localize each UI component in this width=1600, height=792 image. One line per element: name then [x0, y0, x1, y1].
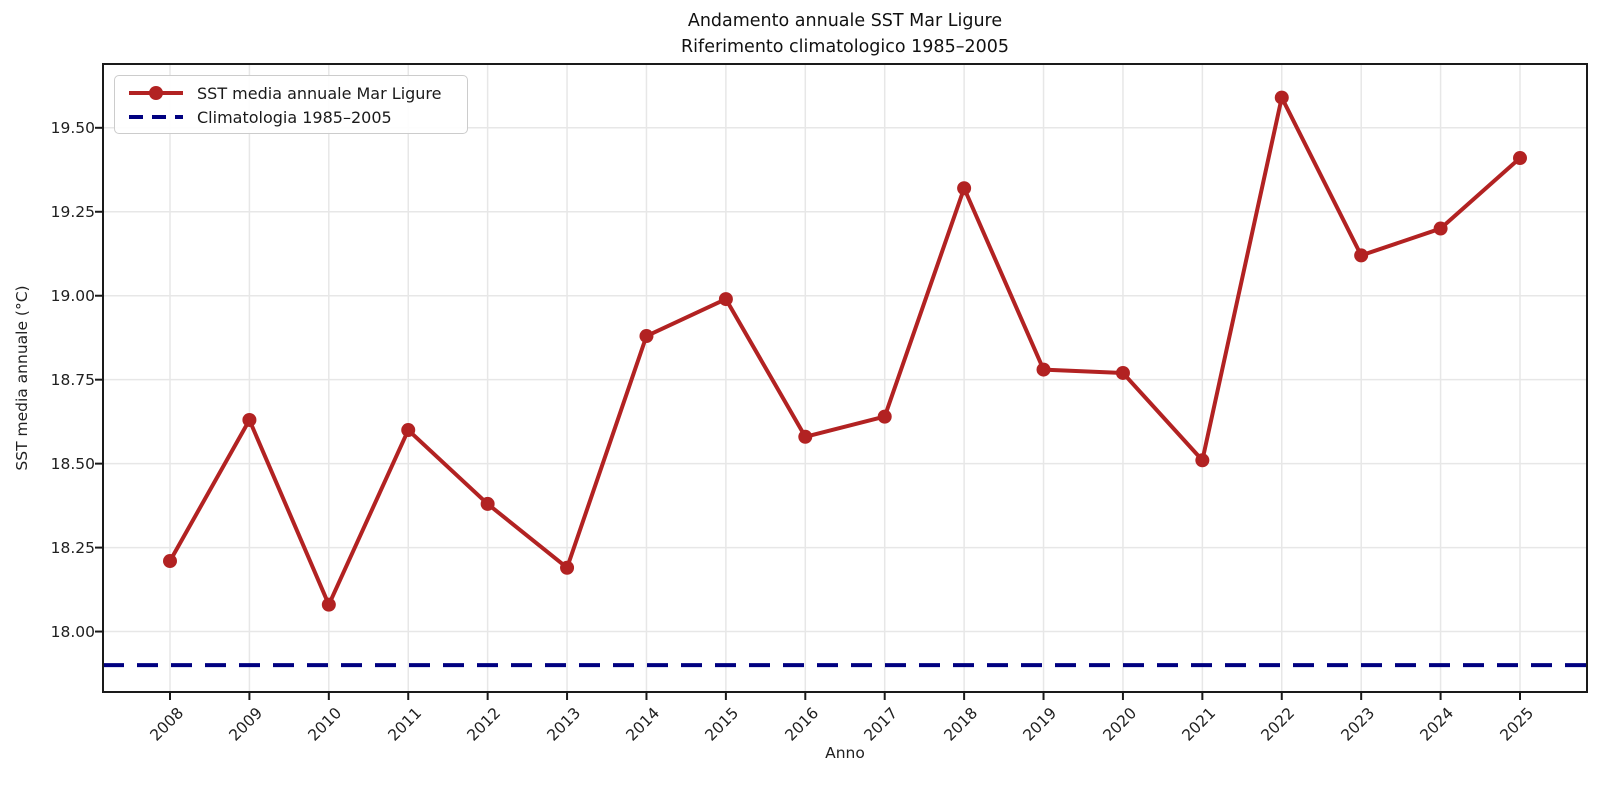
y-tick-label: 19.50	[50, 118, 95, 137]
y-tick-label: 18.25	[50, 538, 95, 557]
data-point-2011	[401, 423, 416, 438]
data-point-2008	[163, 554, 177, 569]
y-tick-label: 19.00	[50, 286, 95, 305]
legend-dashed-swatch	[129, 115, 183, 119]
legend-item-climatology: Climatologia 1985–2005	[127, 105, 457, 129]
x-axis-label: Anno	[825, 744, 865, 762]
data-point-2021	[1195, 453, 1210, 468]
data-point-2023	[1354, 248, 1369, 263]
y-tick-label: 18.00	[50, 622, 95, 641]
legend-line-marker-swatch	[129, 86, 183, 100]
legend: SST media annuale Mar Ligure Climatologi…	[114, 75, 468, 134]
data-point-2010	[321, 597, 336, 612]
data-point-2016	[798, 429, 813, 444]
legend-item-sst: SST media annuale Mar Ligure	[127, 81, 457, 105]
data-point-2018	[957, 181, 972, 196]
data-point-2025	[1513, 151, 1527, 166]
data-point-2009	[242, 412, 257, 427]
legend-label-sst: SST media annuale Mar Ligure	[197, 83, 442, 103]
y-axis-label: SST media annuale (°C)	[13, 285, 31, 471]
data-point-2022	[1274, 90, 1289, 105]
data-point-2019	[1036, 362, 1051, 377]
data-point-2015	[718, 292, 733, 307]
data-point-2012	[480, 496, 495, 511]
y-tick-label: 18.75	[50, 370, 95, 389]
sst-series-line	[168, 95, 1522, 607]
chart-title-line2: Riferimento climatologico 1985–2005	[681, 37, 1009, 57]
chart-title: Andamento annuale SST Mar Ligure Riferim…	[681, 8, 1009, 60]
legend-label-climatology: Climatologia 1985–2005	[197, 107, 392, 127]
data-point-2014	[639, 329, 654, 344]
data-point-2017	[877, 409, 892, 424]
data-point-2020	[1115, 365, 1130, 380]
data-point-2024	[1433, 221, 1448, 236]
chart-title-line1: Andamento annuale SST Mar Ligure	[687, 11, 1003, 31]
y-tick-label: 19.25	[50, 202, 95, 221]
data-point-2013	[560, 560, 575, 575]
plot-border	[102, 63, 1588, 693]
y-tick-label: 18.50	[50, 454, 95, 473]
